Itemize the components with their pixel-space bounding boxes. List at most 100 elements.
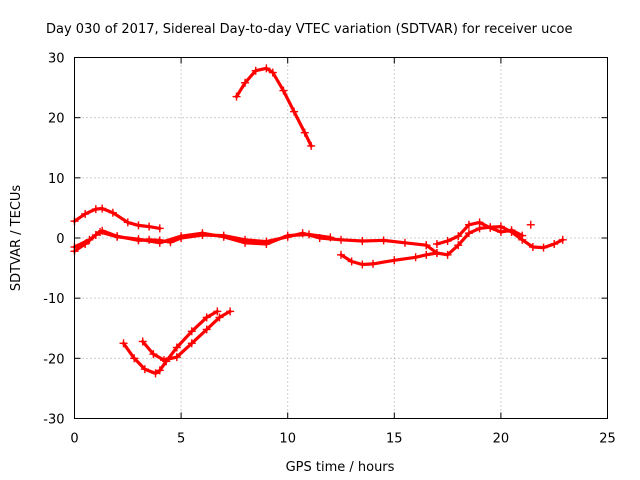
data-point <box>145 222 154 231</box>
data-point <box>528 243 537 252</box>
data-point <box>305 230 314 239</box>
data-point <box>290 107 299 116</box>
series-baseline-a <box>72 229 428 253</box>
data-point <box>496 227 505 236</box>
data-point <box>422 241 431 250</box>
data-point <box>464 229 473 238</box>
data-point <box>81 209 90 218</box>
data-point <box>172 343 181 352</box>
data-point <box>454 241 463 250</box>
data-point <box>241 238 250 247</box>
data-point <box>326 233 335 242</box>
series-baseline-b <box>72 230 332 249</box>
x-tick-label: 5 <box>177 432 185 447</box>
data-point <box>160 356 169 365</box>
chart-title: Day 030 of 2017, Sidereal Day-to-day VTE… <box>46 22 572 37</box>
data-point <box>432 249 441 258</box>
data-point <box>172 353 181 362</box>
data-point <box>226 307 235 316</box>
data-point <box>155 238 164 247</box>
data-point <box>475 218 484 227</box>
data-point <box>358 237 367 246</box>
y-tick-label: 30 <box>48 52 65 67</box>
data-point <box>279 86 288 95</box>
data-point <box>96 227 105 236</box>
x-tick-label: 25 <box>599 432 616 447</box>
data-point <box>486 223 495 232</box>
data-point <box>155 366 164 375</box>
data-point <box>149 350 158 359</box>
data-point <box>202 325 211 334</box>
data-point <box>347 257 356 266</box>
data-point <box>358 260 367 269</box>
data-point <box>558 235 567 244</box>
data-point <box>379 236 388 245</box>
y-tick-label: 0 <box>56 232 64 247</box>
data-point <box>262 64 271 73</box>
series-arc-low-1 <box>121 309 219 375</box>
data-point <box>539 243 548 252</box>
data-point <box>187 327 196 336</box>
data-point <box>307 141 316 150</box>
data-point <box>119 339 128 348</box>
data-point <box>251 66 260 75</box>
x-axis-label: GPS time / hours <box>286 460 395 475</box>
data-point <box>368 259 377 268</box>
series-arc-low-2 <box>141 309 232 362</box>
data-point <box>443 250 452 259</box>
data-point <box>108 208 117 217</box>
data-point <box>337 250 345 259</box>
data-point <box>113 232 122 241</box>
data-point <box>268 68 277 77</box>
series-arc-upper-left <box>72 206 162 230</box>
data-point <box>390 256 399 265</box>
data-point <box>283 231 292 240</box>
data-point <box>134 221 143 230</box>
data-point <box>177 232 186 241</box>
data-point <box>155 224 164 233</box>
data-point <box>215 313 224 322</box>
y-tick-label: 10 <box>48 172 65 187</box>
y-tick-label: -20 <box>43 352 64 367</box>
x-tick-label: 0 <box>70 432 78 447</box>
data-point <box>518 231 527 240</box>
data-point <box>443 237 452 246</box>
y-tick-label: -10 <box>43 292 64 307</box>
data-point <box>198 229 207 238</box>
y-tick-label: -30 <box>43 413 64 428</box>
data-point <box>187 339 196 348</box>
data-point <box>262 240 271 249</box>
data-point <box>232 92 241 101</box>
data-point <box>134 235 143 244</box>
x-tick-label: 10 <box>279 432 296 447</box>
data-point <box>98 204 107 213</box>
data-point <box>464 220 473 229</box>
x-tick-label: 15 <box>386 432 403 447</box>
data-point <box>454 232 463 241</box>
data-point <box>400 238 409 247</box>
data-point <box>140 365 149 374</box>
data-point <box>202 313 211 322</box>
data-point <box>300 128 309 137</box>
data-point <box>337 235 345 244</box>
axis-ticks: 0 5 10 15 20 25 -30 -20 -10 0 10 20 30 <box>43 52 616 447</box>
data-point <box>130 354 139 363</box>
isolated-point <box>526 220 535 229</box>
data-point <box>432 240 441 249</box>
data-point <box>241 78 250 87</box>
data-series <box>70 64 567 378</box>
data-point <box>123 218 132 227</box>
data-point <box>507 226 516 235</box>
data-point <box>422 250 431 259</box>
data-point <box>219 232 228 241</box>
y-tick-label: 20 <box>48 112 65 127</box>
y-axis-label: SDTVAR / TECUs <box>9 185 24 292</box>
data-point <box>85 235 94 244</box>
series-arc-high <box>234 66 313 148</box>
data-point <box>138 337 147 346</box>
data-point <box>151 369 160 378</box>
data-point <box>411 253 420 262</box>
data-point <box>213 307 222 316</box>
data-point <box>550 240 559 249</box>
